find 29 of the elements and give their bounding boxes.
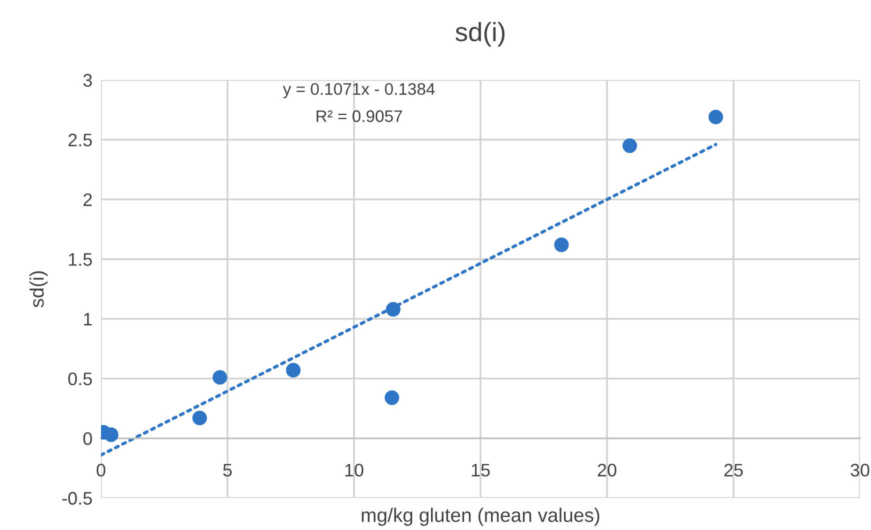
x-axis-title: mg/kg gluten (mean values) bbox=[362, 508, 600, 526]
x-tick-label: 15 bbox=[472, 464, 490, 477]
point bbox=[212, 370, 228, 385]
y-tick-label: -0.5 bbox=[62, 492, 92, 505]
y-tick-label: 3 bbox=[83, 74, 92, 87]
x-tick-label: 0 bbox=[96, 464, 106, 477]
point bbox=[104, 427, 118, 442]
x-tick-label: 5 bbox=[223, 464, 232, 477]
point bbox=[384, 390, 400, 405]
y-axis-title: sd(i) bbox=[30, 271, 48, 308]
x-tick-label: 25 bbox=[724, 464, 743, 477]
point bbox=[386, 302, 400, 317]
point bbox=[708, 110, 724, 124]
point bbox=[622, 138, 638, 153]
annotation: y = 0.1071x - 0.1384 bbox=[282, 83, 435, 98]
chart-title: sd(i) bbox=[456, 22, 505, 47]
y-tick-label: 0 bbox=[83, 432, 92, 446]
y-tick-label: 2 bbox=[84, 193, 92, 206]
x-tick-label: 10 bbox=[345, 464, 364, 477]
x-tick-label: 30 bbox=[850, 464, 870, 477]
point bbox=[192, 410, 207, 426]
point bbox=[554, 238, 569, 252]
annotation: R² = 0.9057 bbox=[316, 110, 402, 122]
y-tick-label: 0.5 bbox=[68, 372, 92, 386]
x-tick-label: 20 bbox=[598, 464, 616, 477]
point bbox=[286, 362, 301, 378]
y-tick-label: 1 bbox=[84, 312, 92, 326]
y-tick-label: 2.5 bbox=[68, 134, 92, 146]
y-tick-label: 1.5 bbox=[68, 253, 92, 266]
